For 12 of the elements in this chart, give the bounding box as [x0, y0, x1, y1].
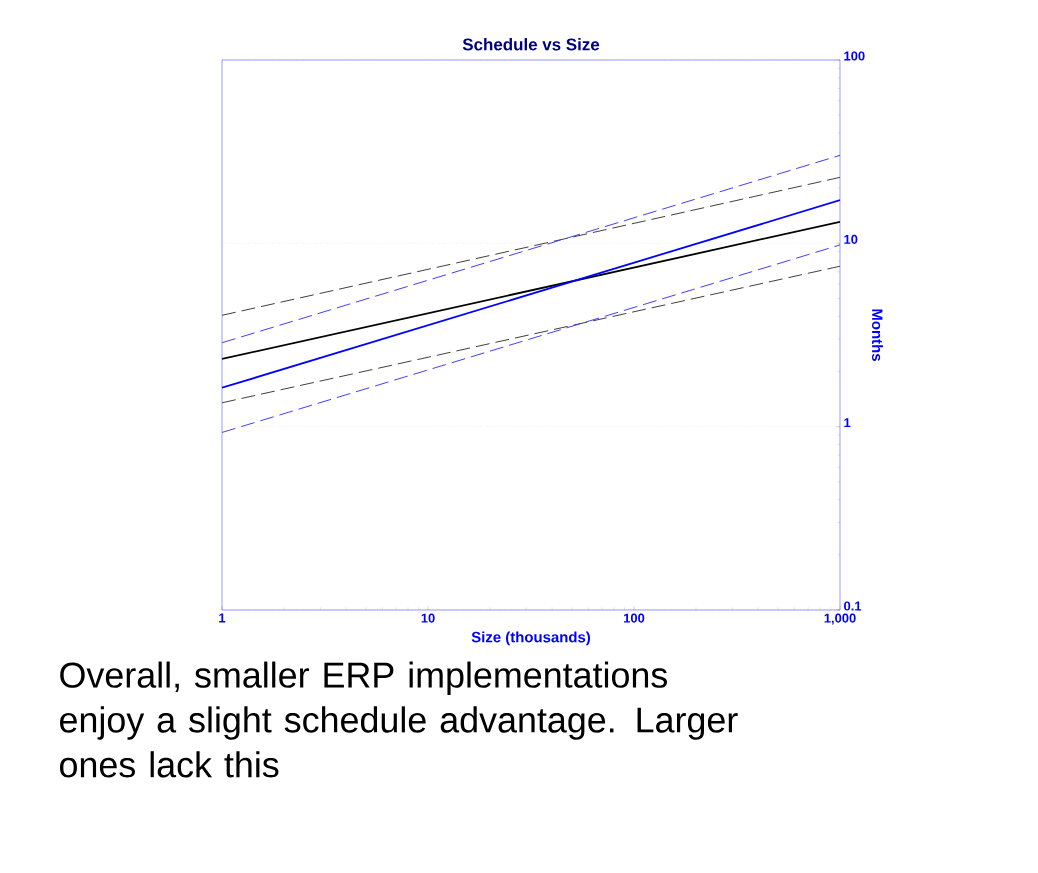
chart-title: Schedule vs Size: [462, 38, 600, 51]
x-tick-label: 100: [624, 613, 645, 623]
x-axis-title: Size (thousands): [471, 631, 591, 646]
y-axis-title: Months: [871, 309, 883, 361]
y-tick-label: 0.1: [844, 601, 862, 611]
y-tick-label: 10: [844, 234, 858, 244]
y-tick-label: 100: [844, 51, 865, 61]
x-tick-label: 1: [219, 613, 226, 623]
x-tick-label: 1,000: [824, 613, 856, 625]
x-tick-label: 10: [421, 613, 435, 623]
text: Overall, smaller ERP implementations enjoy a slight schedule advantage. Larger ones lack this: [60, 661, 738, 778]
y-tick-label: 1: [844, 418, 851, 428]
